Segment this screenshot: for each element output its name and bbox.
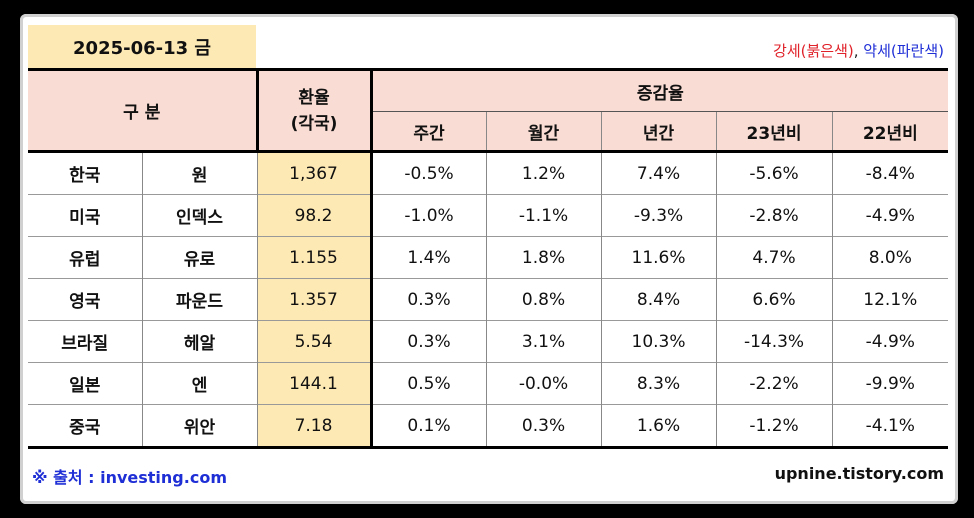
country-cell: 영국 (28, 278, 142, 321)
change-cell: 0.8% (485, 278, 602, 321)
table-row: 중국 위안 7.18 0.1% 0.3% 1.6% -1.2% -4.1% (28, 404, 949, 449)
country-cell: 유럽 (28, 236, 142, 279)
table-row: 브라질 헤알 5.54 0.3% 3.1% 10.3% -14.3% -4.9% (28, 320, 949, 363)
change-cell: 4.7% (715, 236, 833, 279)
table-row: 일본 엔 144.1 0.5% -0.0% 8.3% -2.2% -9.9% (28, 362, 949, 405)
site-label: upnine.tistory.com (774, 464, 944, 483)
change-cell: -2.8% (715, 194, 833, 237)
change-cell: 0.5% (369, 362, 487, 405)
header-period-yearly: 년간 (600, 111, 717, 152)
exchange-rate-table: 구 분 환율 (각국) 증감율 주간 월간 년간 23년비 22년비 한국 원 1,… (28, 68, 949, 449)
change-cell: 1.4% (369, 236, 487, 279)
change-cell: -2.2% (715, 362, 833, 405)
table-row: 한국 원 1,367 -0.5% 1.2% 7.4% -5.6% -8.4% (28, 150, 949, 195)
change-cell: -0.0% (485, 362, 602, 405)
currency-cell: 인덱스 (141, 194, 258, 237)
country-cell: 한국 (28, 150, 142, 195)
header-period-weekly: 주간 (369, 111, 487, 152)
change-cell: -8.4% (831, 150, 949, 195)
currency-cell: 파운드 (141, 278, 258, 321)
change-cell: 0.3% (369, 278, 487, 321)
change-cell: 3.1% (485, 320, 602, 363)
change-cell: 10.3% (600, 320, 717, 363)
change-cell: 0.3% (369, 320, 487, 363)
rate-cell: 1,367 (256, 150, 372, 195)
rate-cell: 1.155 (256, 236, 372, 279)
header-category: 구 분 (28, 68, 258, 152)
currency-cell: 위안 (141, 404, 258, 449)
table-body: 한국 원 1,367 -0.5% 1.2% 7.4% -5.6% -8.4% 미국 인덱스 98.2… (28, 150, 949, 449)
change-cell: 11.6% (600, 236, 717, 279)
currency-cell: 엔 (141, 362, 258, 405)
header-row-periods: 주간 월간 년간 23년비 22년비 (28, 111, 949, 152)
change-cell: -4.9% (831, 320, 949, 363)
change-cell: -1.0% (369, 194, 487, 237)
legend-weak: 약세(파란색) (863, 42, 944, 60)
change-cell: -9.3% (600, 194, 717, 237)
change-cell: 6.6% (715, 278, 833, 321)
table-row: 유럽 유로 1.155 1.4% 1.8% 11.6% 4.7% 8.0% (28, 236, 949, 279)
change-cell: 1.8% (485, 236, 602, 279)
change-cell: 1.6% (600, 404, 717, 449)
currency-cell: 원 (141, 150, 258, 195)
exchange-rate-card: 2025-06-13 금 강세(붉은색), 약세(파란색) 구 분 환율 (각국… (20, 14, 958, 504)
rate-cell: 7.18 (256, 404, 372, 449)
header-change-group: 증감율 (369, 68, 949, 112)
change-cell: -1.2% (715, 404, 833, 449)
currency-cell: 헤알 (141, 320, 258, 363)
change-cell: 0.1% (369, 404, 487, 449)
change-cell: -0.5% (369, 150, 487, 195)
rate-cell: 5.54 (256, 320, 372, 363)
rate-cell: 98.2 (256, 194, 372, 237)
header-rate-line1: 환율 (298, 87, 330, 108)
currency-cell: 유로 (141, 236, 258, 279)
table-row: 영국 파운드 1.357 0.3% 0.8% 8.4% 6.6% 12.1% (28, 278, 949, 321)
header-rate-line2: (각국) (290, 113, 338, 134)
country-cell: 중국 (28, 404, 142, 449)
change-cell: 12.1% (831, 278, 949, 321)
change-cell: 8.4% (600, 278, 717, 321)
change-cell: 1.2% (485, 150, 602, 195)
header-period-monthly: 월간 (485, 111, 602, 152)
change-cell: 8.3% (600, 362, 717, 405)
header-rate: 환율 (각국) (255, 68, 372, 152)
change-cell: 0.3% (485, 404, 602, 449)
change-cell: 8.0% (831, 236, 949, 279)
rate-cell: 1.357 (256, 278, 372, 321)
country-cell: 미국 (28, 194, 142, 237)
header-period-vs23: 23년비 (715, 111, 833, 152)
date-label: 2025-06-13 금 (28, 25, 256, 69)
change-cell: -9.9% (831, 362, 949, 405)
change-cell: -1.1% (485, 194, 602, 237)
rate-cell: 144.1 (256, 362, 372, 405)
table-row: 미국 인덱스 98.2 -1.0% -1.1% -9.3% -2.8% -4.9% (28, 194, 949, 237)
change-cell: -5.6% (715, 150, 833, 195)
country-cell: 일본 (28, 362, 142, 405)
legend-separator: , (853, 42, 864, 60)
change-cell: 7.4% (600, 150, 717, 195)
legend-strong: 강세(붉은색) (773, 42, 854, 60)
header-period-vs22: 22년비 (831, 111, 949, 152)
source-note: ※ 출처 : investing.com (32, 468, 227, 487)
color-legend: 강세(붉은색), 약세(파란색) (773, 40, 944, 61)
header-row-top: 구 분 환율 (각국) 증감율 (28, 68, 949, 152)
change-cell: -14.3% (715, 320, 833, 363)
change-cell: -4.9% (831, 194, 949, 237)
country-cell: 브라질 (28, 320, 142, 363)
change-cell: -4.1% (831, 404, 949, 449)
